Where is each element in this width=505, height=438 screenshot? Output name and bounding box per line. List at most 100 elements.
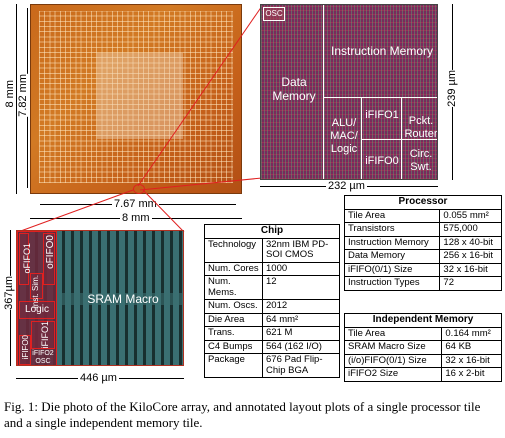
chip-table-key: Technology <box>204 237 263 263</box>
chip-table-value: 1000 <box>262 261 340 276</box>
mem-width-label: 446 µm <box>78 372 119 384</box>
divider-mid-horizontal <box>361 139 437 140</box>
chip-table-key: Num. Mems. <box>204 275 263 300</box>
divider-vertical-main <box>323 5 324 179</box>
chip-table-key: Num. Cores <box>204 261 263 276</box>
ififo0-label: iFIFO0 <box>365 155 399 167</box>
circ-swt-label: Circ. Swt. <box>409 148 433 173</box>
chip-table-key: Num. Oscs. <box>204 299 263 314</box>
processor-table-row: Data Memory 256 x 16-bit <box>343 249 502 264</box>
chip-table-key: C4 Bumps <box>204 339 263 354</box>
chip-table-row: Num. Cores 1000 <box>204 261 340 276</box>
chip-table-value: 12 <box>262 275 340 300</box>
processor-table-value: 32 x 16-bit <box>439 262 502 277</box>
mem-height-label: 367µm <box>3 276 15 310</box>
memory-table-value: 16 x 2-bit <box>441 367 502 382</box>
divider-horizontal-im <box>323 97 437 98</box>
processor-table-value: 128 x 40-bit <box>439 235 502 250</box>
processor-table-row: Transistors 575,000 <box>343 222 502 237</box>
processor-table-key: Data Memory <box>343 249 441 264</box>
divider-fifo-right <box>401 97 402 179</box>
mem-osc-label: OSC <box>35 358 51 365</box>
processor-table-row: Instruction Types 72 <box>343 276 502 291</box>
processor-table-key: Transistors <box>343 222 441 237</box>
die-height-outer-arrow <box>16 4 17 194</box>
die-width-inner-label: 7.67 mm <box>112 198 159 210</box>
processor-table-row: iFIFO(0/1) Size 32 x 16-bit <box>343 262 502 277</box>
memory-spec-table: Independent Memory Tile Area 0.164 mm² SRA… <box>343 313 502 382</box>
osc-label: OSC <box>265 9 283 18</box>
osc-box <box>263 7 285 21</box>
processor-table-title: Processor <box>344 195 502 210</box>
memory-table-key: SRAM Macro Size <box>343 340 443 355</box>
chip-table-value: 2012 <box>262 299 340 314</box>
chip-table-value: 564 (162 I/O) <box>262 339 340 354</box>
die-width-outer-label: 8 mm <box>120 212 152 224</box>
memory-table-value: 32 x 16-bit <box>441 353 502 368</box>
ififo1-mem-box <box>31 321 55 349</box>
ofifo0-label: oFIFO0 <box>45 235 56 269</box>
processor-table-value: 0.055 mm² <box>439 208 502 223</box>
processor-table-key: iFIFO(0/1) Size <box>343 262 441 277</box>
memory-table-row: (i/o)FIFO(0/1) Size 32 x 16-bit <box>343 353 502 368</box>
data-memory-label: Data Memory <box>272 75 316 103</box>
chip-table-row: Num. Oscs. 2012 <box>204 299 340 314</box>
memory-tile-layout: oFIFO0 oFIFO1 Inst. Sim. Logic iFIFO1 iF… <box>16 230 184 366</box>
inst-sim-box <box>30 273 43 299</box>
chip-table-value: 32nm IBM PD-SOI CMOS <box>262 237 340 263</box>
ofifo1-label: oFIFO1 <box>22 243 32 274</box>
chip-table-title: Chip <box>204 224 340 239</box>
ififo0-mem-box <box>19 335 31 365</box>
memory-table-value: 64 KB <box>441 340 502 355</box>
chip-table-row: Trans. 621 M <box>204 326 340 341</box>
sram-macro-label: SRAM Macro <box>61 293 183 305</box>
memory-table-key: Tile Area <box>343 326 443 341</box>
tile-height-label: 239 µm <box>446 70 458 107</box>
processor-spec-table: Processor Tile Area 0.055 mm² Transistors 5… <box>343 195 502 291</box>
memory-table-key: (i/o)FIFO(0/1) Size <box>343 353 443 368</box>
chip-table-row: Package 676 Pad Flip-Chip BGA <box>204 353 340 378</box>
chip-table-value: 676 Pad Flip-Chip BGA <box>262 353 340 378</box>
chip-table-row: Die Area 64 mm² <box>204 312 340 327</box>
chip-table-value: 64 mm² <box>262 312 340 327</box>
memory-table-key: iFIFO2 Size <box>343 367 443 382</box>
processor-table-key: Instruction Memory <box>343 235 441 250</box>
processor-table-value: 256 x 16-bit <box>439 249 502 264</box>
ofifo0-box <box>19 233 29 285</box>
die-center-region <box>97 53 183 139</box>
memory-table-title: Independent Memory <box>344 313 502 328</box>
ififo2-label: iFIFO2 <box>32 350 54 357</box>
die-photo <box>30 4 242 194</box>
core-array-grid <box>39 11 233 183</box>
chip-table-row: C4 Bumps 564 (162 I/O) <box>204 339 340 354</box>
processor-table-key: Instruction Types <box>343 276 441 291</box>
alu-mac-logic-label: ALU/ MAC/ Logic <box>330 117 358 155</box>
chip-table-key: Die Area <box>204 312 263 327</box>
figure-caption: Fig. 1: Die photo of the KiloCore array,… <box>4 399 481 430</box>
processor-table-value: 575,000 <box>439 222 502 237</box>
chip-table-key: Package <box>204 353 263 378</box>
instruction-memory-label: Instruction Memory <box>330 44 434 58</box>
logic-box <box>19 301 55 319</box>
processor-table-row: Instruction Memory 128 x 40-bit <box>343 235 502 250</box>
logic-label: Logic <box>25 304 49 315</box>
processor-table-row: Tile Area 0.055 mm² <box>343 208 502 223</box>
memory-table-row: iFIFO2 Size 16 x 2-bit <box>343 367 502 382</box>
ififo1-mem-label: iFIFO1 <box>40 321 50 349</box>
ofifo1-box <box>43 233 55 285</box>
memory-table-row: SRAM Macro Size 64 KB <box>343 340 502 355</box>
processor-table-key: Tile Area <box>343 208 441 223</box>
chip-table-key: Trans. <box>204 326 263 341</box>
divider-alu-right <box>361 97 362 179</box>
chip-table-row: Num. Mems. 12 <box>204 275 340 300</box>
chip-spec-table: Chip Technology 32nm IBM PD-SOI CMOS Num. … <box>204 224 340 378</box>
processor-table-value: 72 <box>439 276 502 291</box>
memory-table-value: 0.164 mm² <box>441 326 502 341</box>
tile-width-label: 232 µm <box>326 180 367 192</box>
ififo1-label: iFIFO1 <box>365 109 399 121</box>
memory-table-row: Tile Area 0.164 mm² <box>343 326 502 341</box>
chip-table-row: Technology 32nm IBM PD-SOI CMOS <box>204 237 340 263</box>
chip-table-value: 621 M <box>262 326 340 341</box>
pckt-router-label: Pckt. Router <box>404 115 438 140</box>
